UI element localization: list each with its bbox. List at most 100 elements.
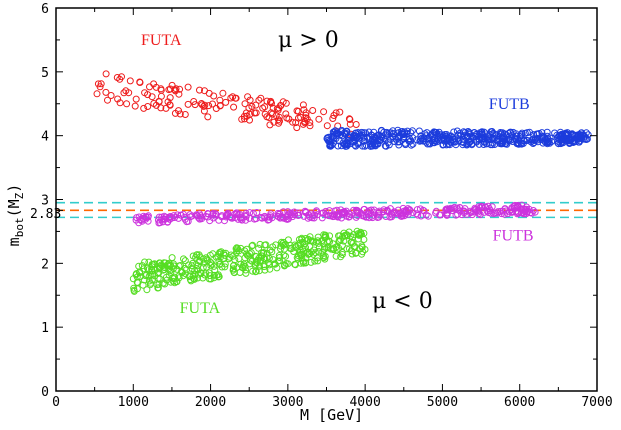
data-point [301, 207, 309, 215]
data-point [143, 271, 151, 278]
x-tick-label: 4000 [349, 395, 380, 410]
data-point [118, 73, 125, 81]
data-point [139, 281, 147, 289]
data-point [340, 229, 348, 237]
data-point [120, 89, 128, 97]
data-point [229, 265, 237, 273]
data-point [125, 89, 133, 97]
x-tick-label: 3000 [272, 395, 303, 410]
data-point [478, 128, 486, 136]
data-point [512, 132, 520, 140]
data-point [523, 129, 531, 137]
data-point [295, 114, 302, 122]
data-point [204, 113, 212, 121]
scatter-points [93, 70, 592, 295]
data-point [233, 244, 241, 252]
data-point [135, 262, 143, 270]
data-point [315, 243, 323, 251]
data-point [166, 213, 174, 221]
data-point [171, 279, 179, 287]
data-point [176, 85, 184, 93]
data-point [360, 205, 368, 213]
data-point [291, 241, 299, 249]
data-point [358, 230, 365, 238]
x-tick-label: 1000 [118, 395, 149, 410]
data-point [398, 212, 406, 220]
data-point [237, 244, 245, 252]
data-point [382, 142, 390, 150]
data-point [234, 245, 242, 253]
data-point [304, 235, 312, 243]
data-point [357, 229, 365, 237]
data-point [326, 232, 334, 240]
data-point [243, 250, 250, 258]
data-point [478, 135, 486, 143]
data-point [94, 80, 102, 88]
data-point [336, 108, 344, 116]
data-point [268, 248, 276, 256]
data-point [179, 272, 187, 280]
data-point [470, 129, 478, 136]
data-point [180, 255, 187, 263]
data-point [175, 107, 182, 115]
data-point [197, 270, 205, 277]
data-point [473, 138, 481, 146]
data-point [275, 113, 283, 121]
data-point [293, 124, 301, 132]
data-point [303, 115, 311, 123]
data-point [290, 248, 298, 255]
data-point [546, 139, 554, 147]
data-point [387, 129, 395, 137]
data-point [465, 129, 473, 136]
data-point [256, 262, 263, 270]
data-point [431, 128, 439, 136]
data-point [256, 240, 264, 248]
data-point [289, 118, 297, 126]
data-point [283, 114, 291, 122]
data-point [306, 213, 314, 221]
data-point [322, 207, 330, 215]
data-point [345, 245, 353, 253]
data-point [202, 212, 210, 220]
data-point [157, 85, 165, 93]
data-point [150, 80, 158, 88]
data-point [338, 214, 345, 222]
data-point [407, 141, 415, 149]
data-point [248, 242, 256, 250]
series-labels: FUTA FUTB FUTB FUTA [141, 32, 534, 317]
data-point [243, 251, 251, 259]
data-point [186, 272, 194, 280]
data-point [144, 103, 152, 110]
data-point [222, 249, 230, 257]
data-point [252, 109, 260, 117]
data-point [163, 276, 171, 284]
data-point [332, 135, 340, 143]
data-point [488, 139, 496, 147]
data-point [358, 243, 366, 251]
data-point [284, 260, 292, 268]
data-point [189, 252, 197, 260]
data-point [582, 136, 590, 143]
data-point [184, 83, 192, 91]
data-point [266, 265, 274, 273]
data-point [138, 262, 146, 270]
data-point [207, 261, 215, 269]
data-point [282, 252, 290, 260]
data-point [230, 269, 238, 277]
data-point [217, 248, 225, 256]
data-point [192, 211, 200, 219]
data-point [515, 140, 523, 148]
data-point [184, 100, 192, 108]
data-point [280, 251, 288, 259]
data-point [206, 217, 214, 225]
data-point [298, 234, 306, 242]
data-point [240, 260, 248, 268]
data-point [339, 210, 347, 218]
data-point [196, 86, 203, 94]
data-point [291, 211, 299, 219]
data-point [286, 209, 294, 217]
data-point [166, 101, 174, 109]
data-point [321, 234, 329, 242]
series-futb-positive [323, 126, 592, 150]
data-point [432, 137, 440, 145]
